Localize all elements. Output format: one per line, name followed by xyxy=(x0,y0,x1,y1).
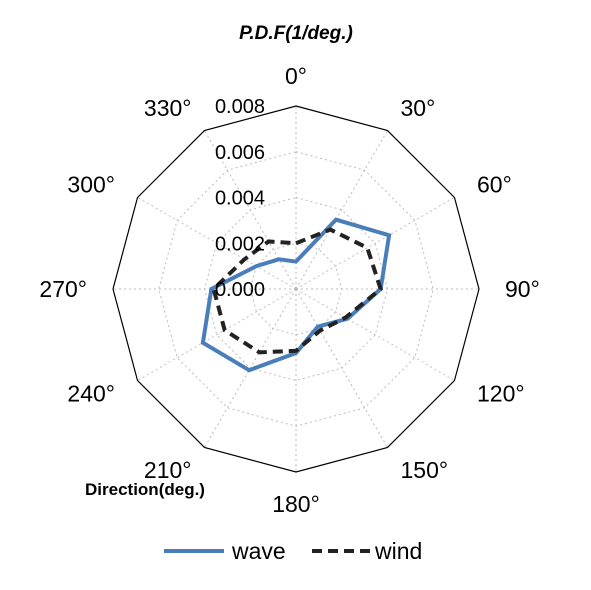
direction-label: 120° xyxy=(477,381,525,407)
radar-spoke xyxy=(137,197,297,290)
r-tick-label: 0.004 xyxy=(215,188,265,210)
series-wave xyxy=(200,217,392,373)
radar-spoke xyxy=(295,288,388,448)
radar-labels: 0.000 0.002 0.004 0.006 0.008 0° 30° 60° 90° 120°… xyxy=(39,63,539,517)
direction-label: 30° xyxy=(401,95,436,121)
r-tick-label: 0.000 xyxy=(215,279,265,301)
radar-series xyxy=(200,217,392,373)
legend-label-wind: wind xyxy=(374,538,422,564)
radar-axes xyxy=(113,106,479,472)
r-tick-label: 0.006 xyxy=(215,142,265,164)
direction-label: 300° xyxy=(67,172,115,198)
direction-label: 330° xyxy=(144,95,192,121)
direction-label: 240° xyxy=(67,381,115,407)
radar-grid-ring xyxy=(158,151,434,427)
direction-label: 180° xyxy=(272,491,320,517)
radar-spoke xyxy=(204,130,297,290)
radar-spoke xyxy=(295,130,388,290)
r-tick-label: 0.002 xyxy=(215,233,265,255)
series-wind xyxy=(211,227,383,355)
direction-label: 270° xyxy=(39,276,87,302)
radar-spoke xyxy=(295,197,455,290)
radar-spoke xyxy=(137,288,297,381)
legend: wave wind xyxy=(164,538,422,564)
direction-label: 60° xyxy=(477,172,512,198)
r-tick-label: 0.008 xyxy=(215,96,265,118)
y-axis-label: P.D.F(1/deg.) xyxy=(239,23,353,44)
radar-spoke xyxy=(295,288,455,381)
x-axis-label: Direction(deg.) xyxy=(85,480,205,499)
direction-label: 150° xyxy=(401,457,449,483)
direction-label: 90° xyxy=(505,276,540,302)
direction-label: 0° xyxy=(285,63,307,89)
direction-label: 210° xyxy=(144,457,192,483)
radar-outer-ring xyxy=(112,105,480,473)
legend-label-wave: wave xyxy=(231,538,286,564)
